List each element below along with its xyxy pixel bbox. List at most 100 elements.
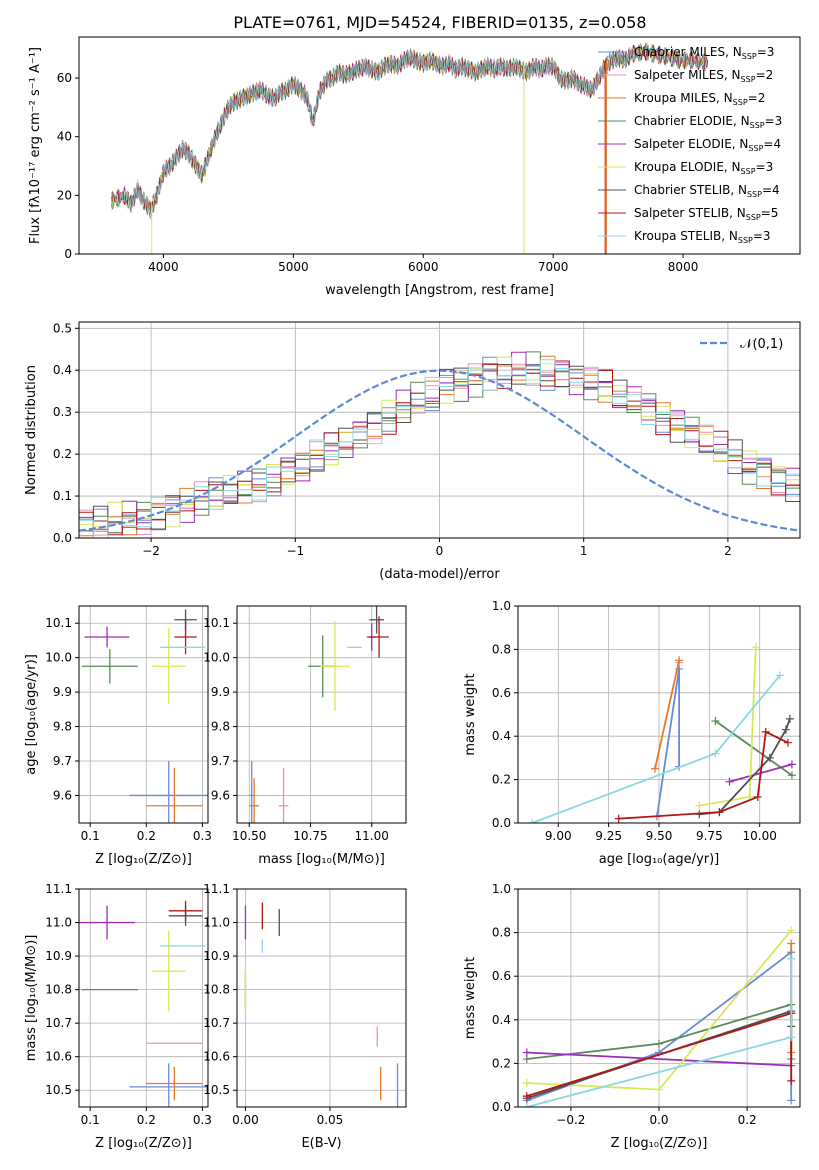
weight-marker xyxy=(522,1092,531,1101)
x-tick-label: −1 xyxy=(286,544,304,558)
gaussian-reference xyxy=(79,369,800,532)
y-tick-label: 0.1 xyxy=(53,489,72,503)
legend-label: 𝒩(0,1) xyxy=(740,337,783,352)
y-tick-label: 20 xyxy=(57,188,72,202)
legend-label: Kroupa ELODIE, NSSP=3 xyxy=(634,160,773,176)
y-tick-label: 0.0 xyxy=(53,531,72,545)
y-tick-label: 11.1 xyxy=(45,882,72,896)
y-tick-label: 10.9 xyxy=(203,949,230,963)
weight-marker xyxy=(711,749,720,758)
plot-area xyxy=(79,351,800,538)
weight-marker xyxy=(675,656,684,665)
y-tick-label: 0.5 xyxy=(53,321,72,335)
y-tick-label: 9.8 xyxy=(53,720,72,734)
x-tick-label: 10.75 xyxy=(293,829,327,843)
y-tick-label: 10.0 xyxy=(203,651,230,665)
y-tick-label: 11.0 xyxy=(203,916,230,930)
y-tick-label: 10.6 xyxy=(45,1050,72,1064)
weight-marker xyxy=(775,671,784,680)
y-tick-label: 10.6 xyxy=(203,1050,230,1064)
y-tick-label: 0.0 xyxy=(492,816,511,830)
weight-marker xyxy=(725,777,734,786)
y-tick-label: 1.0 xyxy=(492,599,511,613)
y-tick-label: 10.1 xyxy=(45,616,72,630)
axes-frame xyxy=(78,36,801,255)
chart-mass-vs-ebv: 0.00 0.05 10.5 10.6 10.7 10.8 10.9 11.0 11.1 E(B-… xyxy=(203,882,407,1151)
y-tick-label: 10.8 xyxy=(45,983,72,997)
y-tick-label: 1.0 xyxy=(492,882,511,896)
weight-marker xyxy=(655,1039,663,1048)
spectrum-line-salpeter-stelib xyxy=(111,44,709,217)
x-tick-label: 10.50 xyxy=(232,829,266,843)
x-tick-label: 0.2 xyxy=(738,1113,757,1127)
plot-area xyxy=(81,609,208,823)
y-tick-label: 60 xyxy=(57,71,72,85)
x-axis-label: (data-model)/error xyxy=(379,567,500,582)
weight-line xyxy=(531,674,781,823)
x-tick-label: 0 xyxy=(436,544,444,558)
spectrum-line-chabrier-miles xyxy=(111,44,709,215)
weight-line xyxy=(714,720,793,777)
weight-marker xyxy=(522,1103,531,1107)
y-tick-label: 0.0 xyxy=(492,1100,511,1114)
spectrum-line-kroupa-elodie xyxy=(111,43,709,213)
weight-marker xyxy=(753,792,762,801)
y-tick-label: 0.2 xyxy=(492,1056,511,1070)
y-tick-label: 9.6 xyxy=(211,788,230,802)
y-tick-label: 0.4 xyxy=(492,729,511,743)
weight-marker xyxy=(765,753,774,762)
x-axis-label: Z [log₁₀(Z/Z⊙)] xyxy=(611,1136,708,1151)
y-tick-label: 11.0 xyxy=(45,916,72,930)
plot-area xyxy=(522,926,796,1107)
y-tick-label: 0.2 xyxy=(53,447,72,461)
y-tick-label: 9.9 xyxy=(211,685,230,699)
weight-marker xyxy=(787,954,796,963)
y-tick-label: 10.7 xyxy=(203,1016,230,1030)
y-tick-label: 10.1 xyxy=(203,616,230,630)
y-tick-label: 0.6 xyxy=(492,686,511,700)
spectrum-line-salpeter-elodie xyxy=(111,43,709,216)
x-tick-label: 0.0 xyxy=(649,1113,668,1127)
legend-label: Salpeter ELODIE, NSSP=4 xyxy=(634,137,781,153)
spectrum-line-salpeter-miles xyxy=(111,44,709,218)
y-tick-label: 40 xyxy=(57,130,72,144)
weight-line xyxy=(699,718,791,816)
weight-marker xyxy=(522,1048,531,1057)
chart-age-vs-mass: 10.50 10.75 11.00 9.6 9.7 9.8 9.9 10.0 10.1 mass … xyxy=(203,605,407,867)
y-tick-label: 0 xyxy=(64,247,72,261)
x-tick-label: 0.2 xyxy=(137,829,156,843)
spectrum-line-kroupa-miles xyxy=(111,42,709,220)
y-axis-label: mass [log₁₀(M/M⊙)] xyxy=(24,935,39,1062)
weight-marker xyxy=(787,926,796,935)
plot-area xyxy=(111,42,709,254)
x-tick-label: 5000 xyxy=(278,260,309,274)
legend-label: Salpeter MILES, NSSP=2 xyxy=(634,68,773,84)
legend-label: Kroupa MILES, NSSP=2 xyxy=(634,91,765,107)
x-axis-label: E(B-V) xyxy=(301,1136,341,1151)
chart-mass-vs-Z: 0.1 0.2 0.3 10.5 10.6 10.7 10.8 10.9 11.0 11.1 Z [… xyxy=(24,882,212,1151)
y-tick-label: 10.0 xyxy=(45,651,72,665)
spectrum-line-chabrier-elodie xyxy=(111,42,709,218)
weight-marker xyxy=(783,738,792,747)
weight-marker xyxy=(781,725,790,734)
x-axis-label: age [log₁₀(age/yr)] xyxy=(599,852,720,867)
x-tick-label: 0.05 xyxy=(317,1113,344,1127)
plot-area xyxy=(79,900,208,1107)
weight-marker xyxy=(655,1085,663,1094)
y-tick-label: 9.8 xyxy=(211,720,230,734)
weight-marker xyxy=(787,1096,796,1105)
axes-frame xyxy=(236,605,407,824)
x-tick-label: 4000 xyxy=(148,260,179,274)
x-tick-label: 10.00 xyxy=(743,829,777,843)
weight-marker xyxy=(761,727,770,736)
y-tick-label: 9.6 xyxy=(53,788,72,802)
spectrum-line-kroupa-stelib xyxy=(111,43,709,219)
weight-marker xyxy=(787,771,796,780)
y-tick-label: 0.6 xyxy=(492,969,511,983)
weight-line xyxy=(526,1051,792,1067)
x-tick-label: 9.25 xyxy=(595,829,622,843)
weight-marker xyxy=(695,801,704,810)
x-tick-label: 9.75 xyxy=(696,829,723,843)
plot-area xyxy=(244,902,399,1107)
